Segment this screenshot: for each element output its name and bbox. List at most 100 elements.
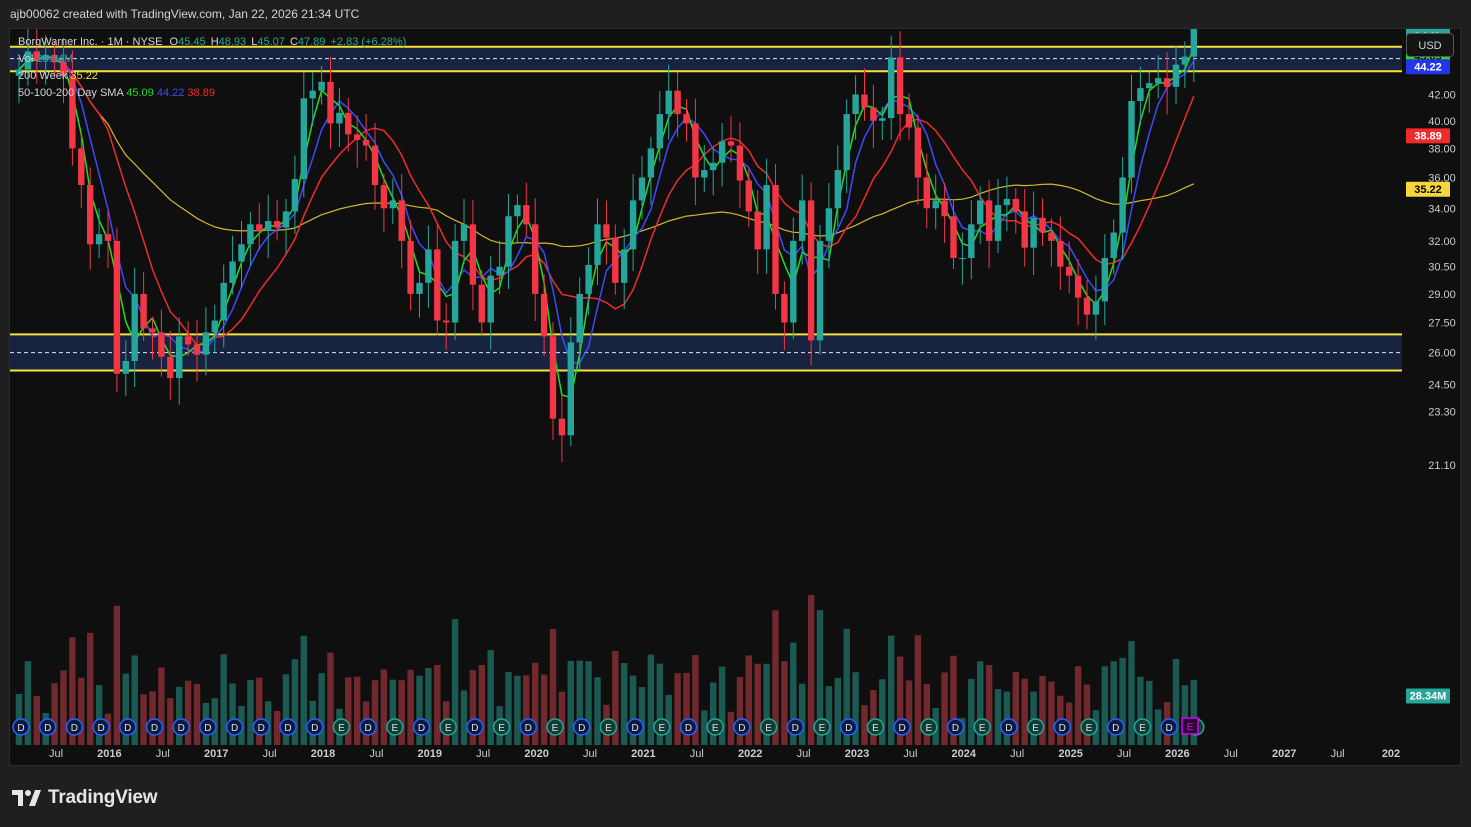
open-value: 45.45 bbox=[178, 36, 206, 48]
candle bbox=[1181, 56, 1189, 65]
tradingview-logo[interactable]: TradingView bbox=[12, 786, 158, 810]
dividend-marker-label: D bbox=[1059, 723, 1066, 734]
dividend-marker bbox=[172, 718, 190, 736]
dividend-marker-label: D bbox=[578, 723, 585, 734]
dividend-marker bbox=[1053, 718, 1072, 736]
candle bbox=[327, 81, 334, 124]
candle bbox=[1172, 64, 1180, 87]
legend-200week-row[interactable]: 200 Week 35.22 bbox=[18, 68, 406, 85]
candle bbox=[336, 112, 343, 124]
price-tag-label: 28.34M bbox=[1410, 691, 1447, 703]
volume-bar bbox=[825, 686, 833, 745]
dividend-marker-label: D bbox=[1112, 723, 1119, 734]
candle bbox=[24, 51, 32, 70]
x-tick-label: Jul bbox=[797, 748, 811, 760]
volume-bar bbox=[1137, 676, 1144, 745]
volume-bar bbox=[612, 650, 619, 745]
x-tick-label: Jul bbox=[1010, 748, 1024, 760]
dividend-marker bbox=[1160, 718, 1178, 736]
candle bbox=[1137, 88, 1144, 101]
y-tick-label: 30.50 bbox=[1428, 262, 1456, 274]
candle bbox=[621, 249, 628, 283]
price-tag-label: 35.22 bbox=[1414, 184, 1442, 196]
volume-bar bbox=[407, 669, 414, 745]
volume-bar bbox=[692, 655, 699, 745]
volume-bar bbox=[923, 683, 930, 745]
volume-bar bbox=[176, 686, 183, 745]
candle bbox=[380, 185, 388, 209]
volume-bar bbox=[745, 655, 752, 745]
x-tick-label: 2023 bbox=[845, 748, 869, 760]
currency-selector[interactable]: USD bbox=[1406, 33, 1454, 57]
earnings-marker bbox=[973, 718, 991, 736]
volume-bar bbox=[585, 661, 592, 745]
volume-bar bbox=[514, 675, 521, 745]
volume-bar bbox=[968, 678, 975, 745]
earnings-marker-label: E bbox=[391, 723, 398, 734]
volume-bar bbox=[977, 661, 984, 745]
earnings-marker-label: E bbox=[605, 723, 612, 734]
candle bbox=[932, 200, 939, 209]
y-tick-label: 29.00 bbox=[1428, 289, 1456, 301]
candle bbox=[451, 240, 459, 323]
candle bbox=[78, 148, 85, 186]
candle bbox=[888, 57, 895, 119]
chart-legend: BorgWarner Inc. · 1M · NYSE O45.45 H48.9… bbox=[18, 34, 406, 102]
earnings-marker bbox=[546, 718, 564, 736]
candle bbox=[754, 211, 761, 250]
dividend-marker-label: D bbox=[284, 723, 291, 734]
volume-bar bbox=[710, 682, 717, 745]
candle bbox=[763, 185, 770, 250]
y-tick-label: 36.00 bbox=[1428, 172, 1456, 184]
dividend-marker bbox=[733, 718, 751, 736]
candle bbox=[950, 216, 957, 258]
volume-bar bbox=[879, 679, 886, 745]
candle bbox=[113, 240, 121, 374]
open-label: O bbox=[169, 36, 179, 48]
sma200-value: 38.89 bbox=[187, 87, 215, 99]
volume-bar bbox=[1119, 657, 1126, 745]
dividend-marker bbox=[839, 718, 858, 736]
earnings-marker bbox=[813, 718, 831, 736]
volume-bar bbox=[896, 656, 904, 745]
legend-sma-row[interactable]: 50-100-200 Day SMA 45.09 44.22 38.89 bbox=[18, 85, 406, 102]
symbol-name[interactable]: BorgWarner Inc. · 1M · NYSE bbox=[18, 36, 163, 48]
candle bbox=[273, 221, 281, 228]
volume-bar bbox=[487, 649, 494, 745]
candle bbox=[140, 293, 147, 329]
candle bbox=[576, 293, 583, 343]
earnings-marker-label: E bbox=[552, 723, 559, 734]
candle bbox=[282, 211, 290, 228]
x-tick-label: Jul bbox=[583, 748, 597, 760]
change-value: +2.83 (+6.28%) bbox=[330, 36, 407, 48]
volume-bar bbox=[425, 668, 432, 745]
volume-bar bbox=[674, 673, 681, 745]
dividend-marker-label: D bbox=[124, 723, 131, 734]
volume-bar bbox=[158, 667, 165, 745]
candle bbox=[1146, 83, 1153, 89]
earnings-marker-label: E bbox=[712, 723, 719, 734]
x-tick-label: Jul bbox=[49, 748, 63, 760]
volume-bar bbox=[1083, 684, 1091, 745]
dividend-marker bbox=[119, 718, 137, 736]
candle bbox=[1003, 198, 1011, 206]
y-tick-label: 23.30 bbox=[1428, 407, 1456, 419]
legend-volume-row[interactable]: Vol 28.34M bbox=[18, 51, 406, 68]
x-tick-label: 2024 bbox=[952, 748, 977, 760]
y-tick-label: 27.50 bbox=[1428, 317, 1456, 329]
candle bbox=[1128, 100, 1135, 178]
dividend-marker-label: D bbox=[204, 723, 211, 734]
x-tick-label: 2021 bbox=[631, 748, 655, 760]
volume-bar bbox=[318, 673, 325, 745]
candle bbox=[389, 200, 396, 209]
candle bbox=[460, 224, 468, 241]
volume-bar bbox=[861, 705, 868, 745]
volume-bar bbox=[184, 680, 192, 745]
dividend-marker-label: D bbox=[471, 723, 478, 734]
volume-bar bbox=[532, 662, 539, 745]
dividend-marker-label: D bbox=[685, 723, 692, 734]
dividend-marker bbox=[38, 718, 57, 736]
earnings-marker bbox=[1026, 718, 1045, 736]
candle bbox=[487, 275, 494, 323]
